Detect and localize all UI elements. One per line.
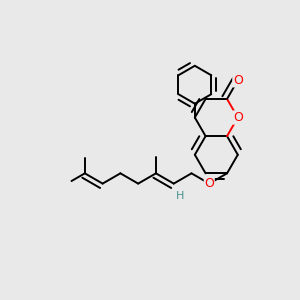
Text: O: O — [233, 111, 243, 124]
Text: O: O — [233, 74, 243, 87]
Text: O: O — [204, 177, 214, 190]
Text: H: H — [176, 191, 184, 201]
